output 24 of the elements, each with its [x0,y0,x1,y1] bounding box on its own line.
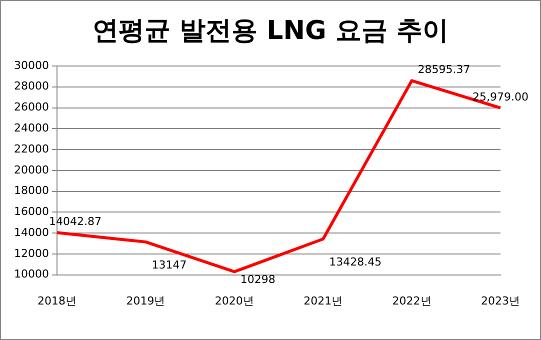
x-tick-label: 2019년 [126,294,166,308]
y-tick-label: 12000 [14,246,49,260]
y-tick-label: 14000 [14,226,49,239]
data-label: 28595.37 [418,63,470,76]
data-label: 13147 [152,258,187,272]
chart-title: 연평균 발전용 LNG 요금 추이 [92,15,450,48]
x-tick-label: 2018년 [37,294,76,308]
y-tick-label: 22000 [14,142,49,156]
data-label: 25,979.00 [472,90,528,104]
data-label: 14042.87 [48,214,102,228]
y-tick-label: 20000 [14,163,49,176]
y-tick-label: 28000 [14,80,49,93]
x-tick-label: 2023년 [481,294,520,308]
data-label: 10298 [240,273,276,286]
data-label: 13428.45 [329,255,382,268]
x-tick-label: 2020년 [214,294,254,308]
y-tick-label: 30000 [14,58,49,72]
x-tick-label: 2022년 [392,294,432,308]
y-tick-label: 26000 [14,100,49,114]
y-tick-label: 24000 [14,122,49,134]
x-tick-label: 2021년 [304,294,343,308]
y-tick-label: 16000 [14,205,49,218]
y-tick-label: 18000 [14,184,49,198]
y-tick-label: 10000 [14,268,49,281]
